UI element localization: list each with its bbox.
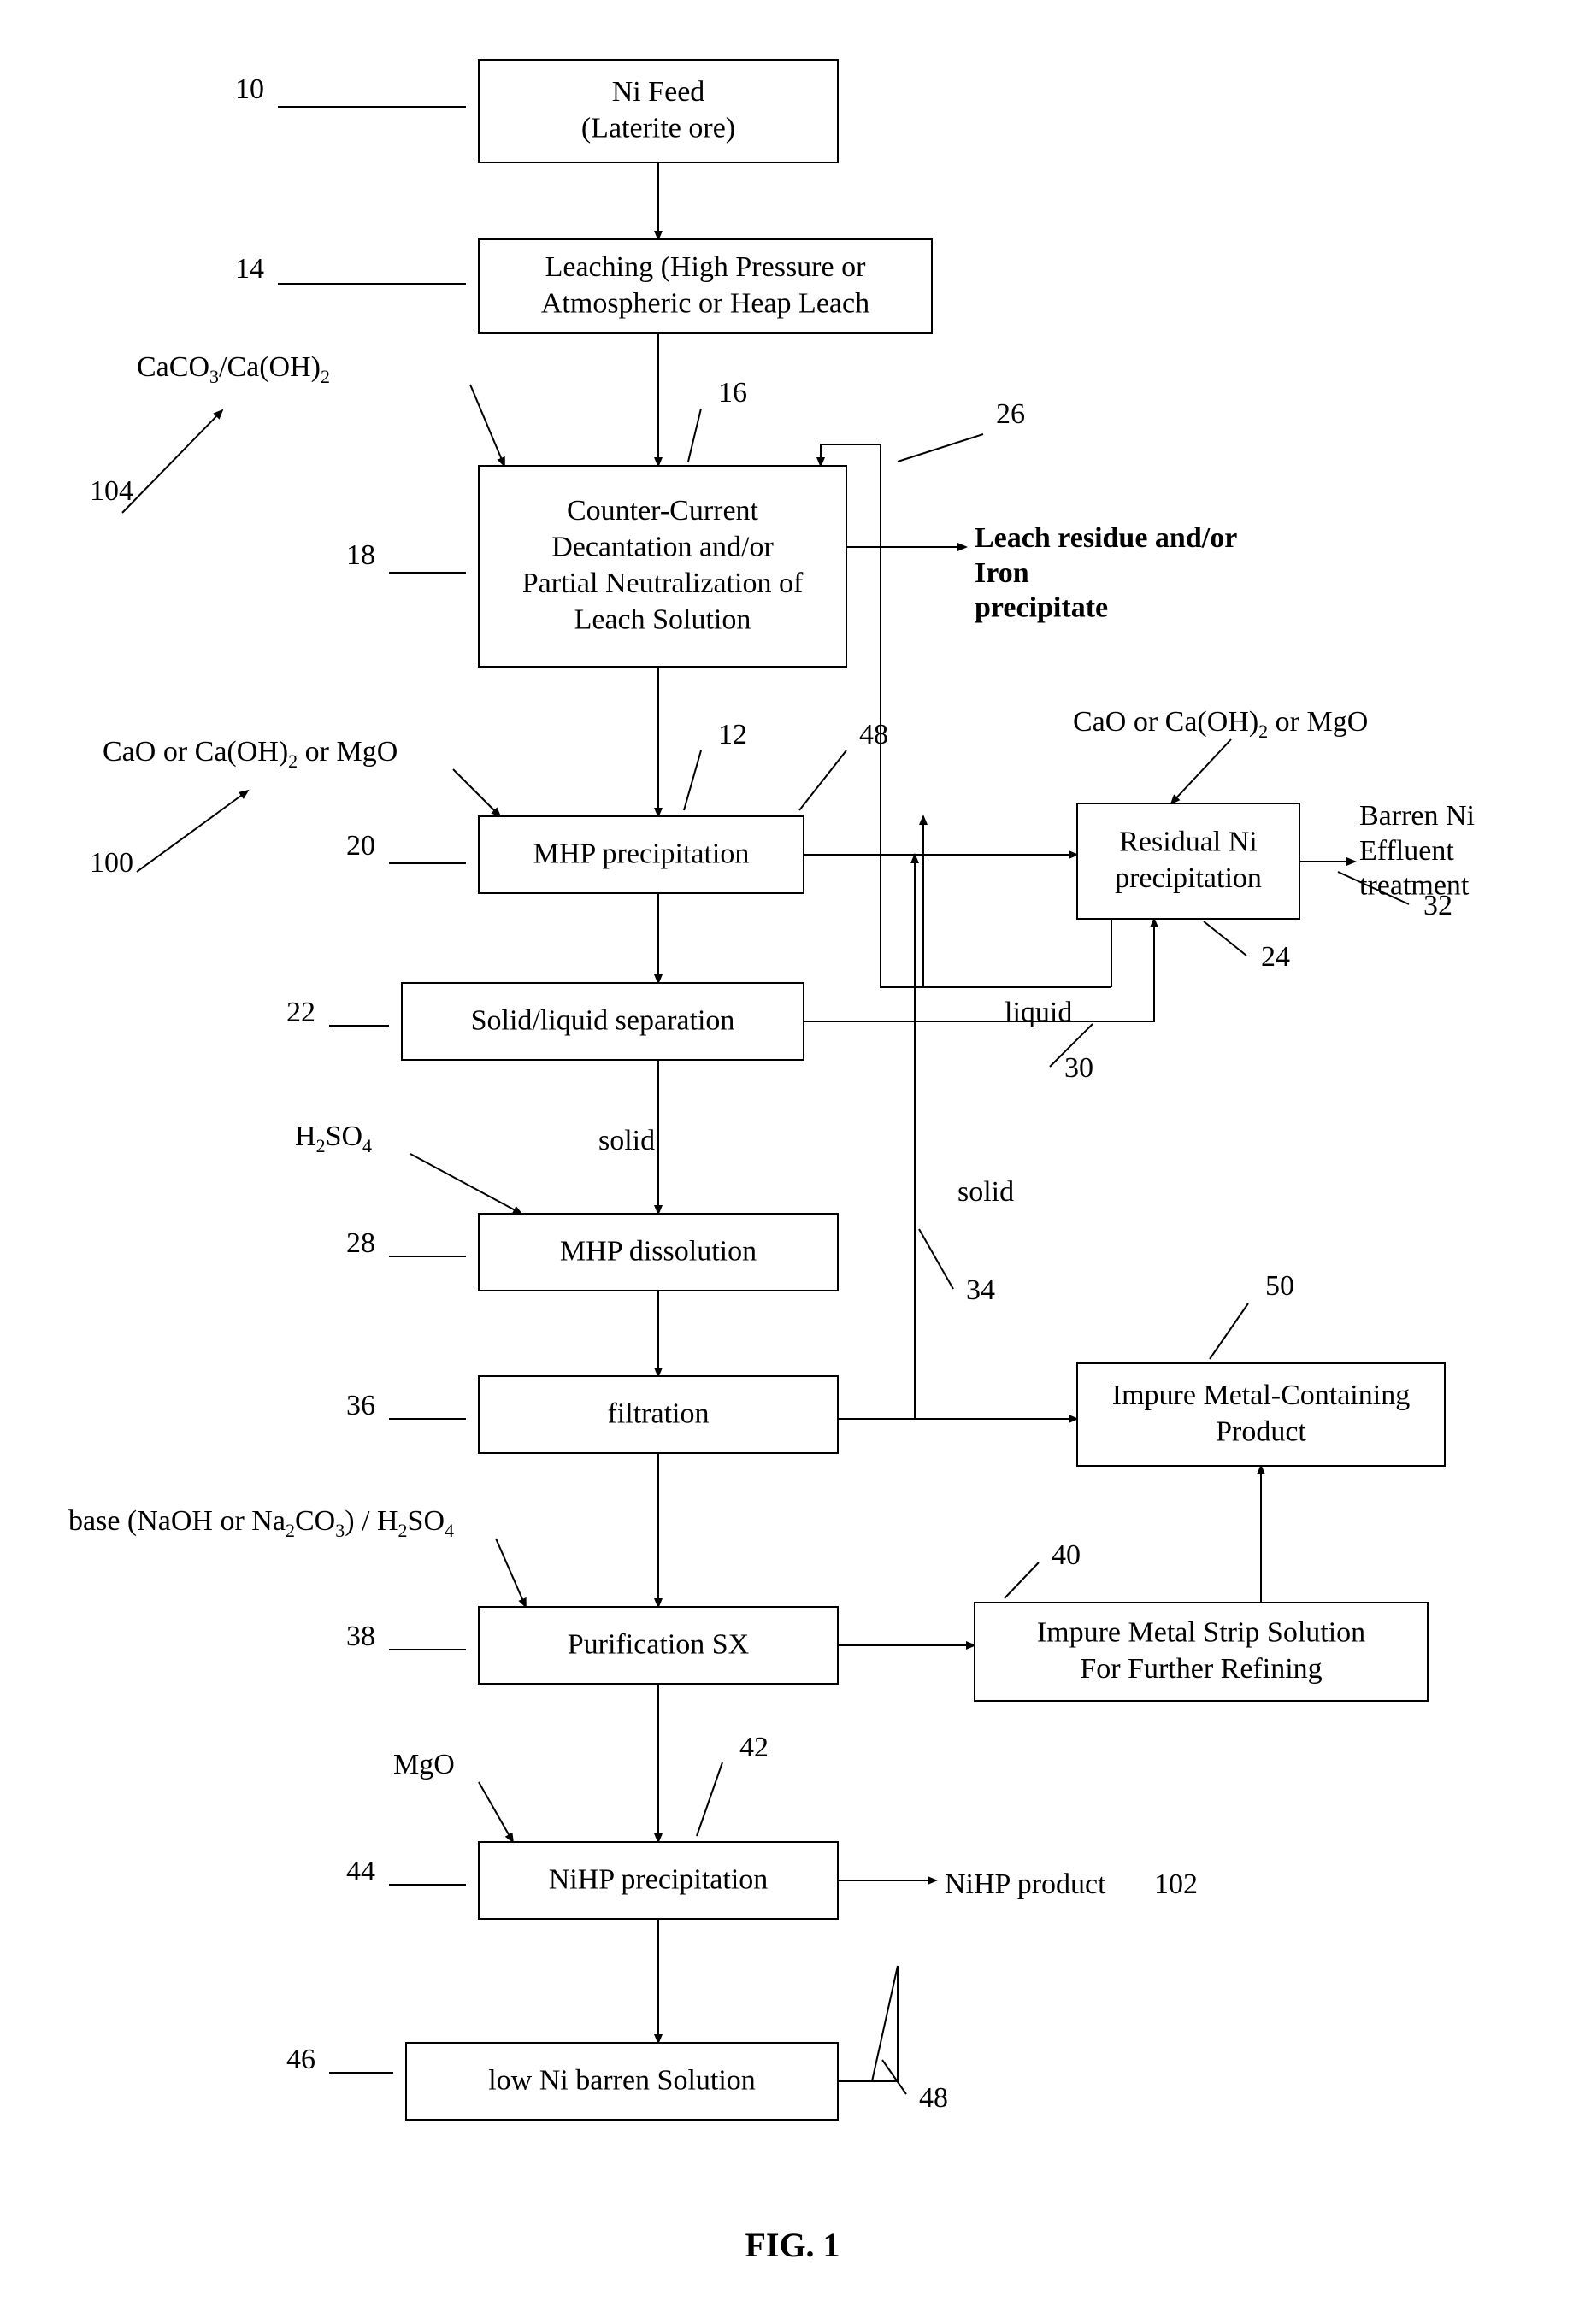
ref-label: 26 — [996, 398, 1025, 430]
ref-label: 48 — [859, 719, 888, 750]
chem-label: CaO or Ca(OH)2 or MgO — [103, 736, 398, 772]
ref-label: 18 — [346, 539, 375, 571]
process-box-n10 — [479, 60, 838, 162]
ref-label: 104 — [90, 475, 133, 507]
output-label: precipitate — [975, 592, 1108, 624]
process-box-text: Impure Metal-Containing — [1112, 1380, 1410, 1411]
process-box-text: Partial Neutralization of — [522, 568, 804, 599]
process-box-text: MHP precipitation — [533, 838, 750, 869]
ref-label: 34 — [966, 1274, 995, 1306]
process-box-text: Leaching (High Pressure or — [545, 251, 867, 283]
process-box-text: precipitation — [1115, 862, 1262, 894]
ref-label: 102 — [1154, 1868, 1198, 1900]
ref-label: 50 — [1265, 1270, 1294, 1302]
edge — [496, 1539, 526, 1607]
edge — [1204, 921, 1246, 956]
process-box-text: Impure Metal Strip Solution — [1037, 1617, 1365, 1649]
edge — [453, 769, 500, 816]
ref-label: 10 — [235, 74, 264, 105]
ref-label: 48 — [919, 2082, 948, 2114]
process-box-text: Residual Ni — [1119, 827, 1257, 858]
edge — [1005, 1562, 1039, 1598]
ref-label: 20 — [346, 830, 375, 862]
output-label: Effluent — [1359, 835, 1454, 867]
edge — [137, 791, 248, 872]
edge — [410, 1154, 521, 1214]
ref-label: 16 — [718, 377, 747, 409]
edge — [898, 434, 983, 462]
chem-label: CaO or Ca(OH)2 or MgO — [1073, 706, 1368, 742]
ref-label: 46 — [286, 2044, 315, 2075]
chem-label: solid — [598, 1125, 655, 1156]
process-box-text: Purification SX — [568, 1628, 749, 1660]
flowchart-figure: Ni Feed (Laterite ore) Leaching (High Pres… — [0, 0, 1585, 2324]
figure-title: FIG. 1 — [745, 2226, 840, 2264]
chem-label: base (NaOH or Na2CO3) / H2SO4 — [68, 1505, 454, 1541]
output-label: Barren Ni — [1359, 800, 1475, 832]
ref-label: 40 — [1052, 1539, 1081, 1571]
ref-label: 14 — [235, 253, 264, 285]
process-box-text: NiHP precipitation — [549, 1863, 769, 1895]
output-label: treatment — [1359, 870, 1470, 902]
ref-label: 12 — [718, 719, 747, 750]
ref-label: 24 — [1261, 941, 1290, 973]
process-box-n50 — [1077, 1363, 1445, 1466]
edge — [122, 410, 222, 513]
process-box-text: Counter-Current — [567, 495, 759, 527]
process-box-text: Product — [1216, 1416, 1306, 1448]
edge — [470, 385, 504, 466]
edge — [882, 2060, 906, 2094]
edge — [684, 750, 701, 810]
chem-label: CaCO3/Ca(OH)2 — [137, 351, 330, 387]
process-box-text: Ni Feed — [612, 76, 705, 108]
edge — [1210, 1303, 1248, 1359]
ref-label: 42 — [739, 1732, 769, 1763]
process-box-text: For Further Refining — [1080, 1653, 1322, 1685]
edge — [1171, 739, 1231, 803]
chem-label: MgO — [393, 1749, 455, 1780]
process-box-text: Atmospheric or Heap Leach — [541, 288, 869, 320]
ref-label: 38 — [346, 1621, 375, 1652]
edge — [479, 1782, 513, 1842]
edge — [838, 855, 915, 1419]
edge — [838, 1966, 898, 2081]
edge — [919, 1229, 953, 1289]
output-label: Leach residue and/or — [975, 522, 1237, 554]
process-box-text: filtration — [608, 1397, 710, 1429]
ref-label: 30 — [1064, 1052, 1093, 1084]
process-box-text: Solid/liquid separation — [471, 1004, 735, 1036]
process-box-text: low Ni barren Solution — [488, 2064, 756, 2096]
edge — [804, 919, 1154, 1021]
ref-label: 36 — [346, 1390, 375, 1421]
chem-label: liquid — [1005, 997, 1072, 1028]
chem-label: solid — [957, 1176, 1014, 1208]
ref-label: 28 — [346, 1227, 375, 1259]
process-box-text: (Laterite ore) — [581, 113, 735, 144]
output-label: NiHP product — [945, 1868, 1106, 1900]
process-box-text: Decantation and/or — [551, 532, 774, 563]
chem-label: H2SO4 — [295, 1121, 372, 1156]
edge — [697, 1762, 722, 1836]
ref-label: 22 — [286, 997, 315, 1028]
output-label: Iron — [975, 557, 1029, 589]
process-box-text: Leach Solution — [574, 604, 751, 636]
process-box-text: MHP dissolution — [560, 1235, 757, 1267]
edge — [799, 750, 846, 810]
edge — [688, 409, 701, 462]
ref-label: 100 — [90, 847, 133, 879]
ref-label: 44 — [346, 1856, 375, 1887]
process-box-n24 — [1077, 803, 1299, 919]
